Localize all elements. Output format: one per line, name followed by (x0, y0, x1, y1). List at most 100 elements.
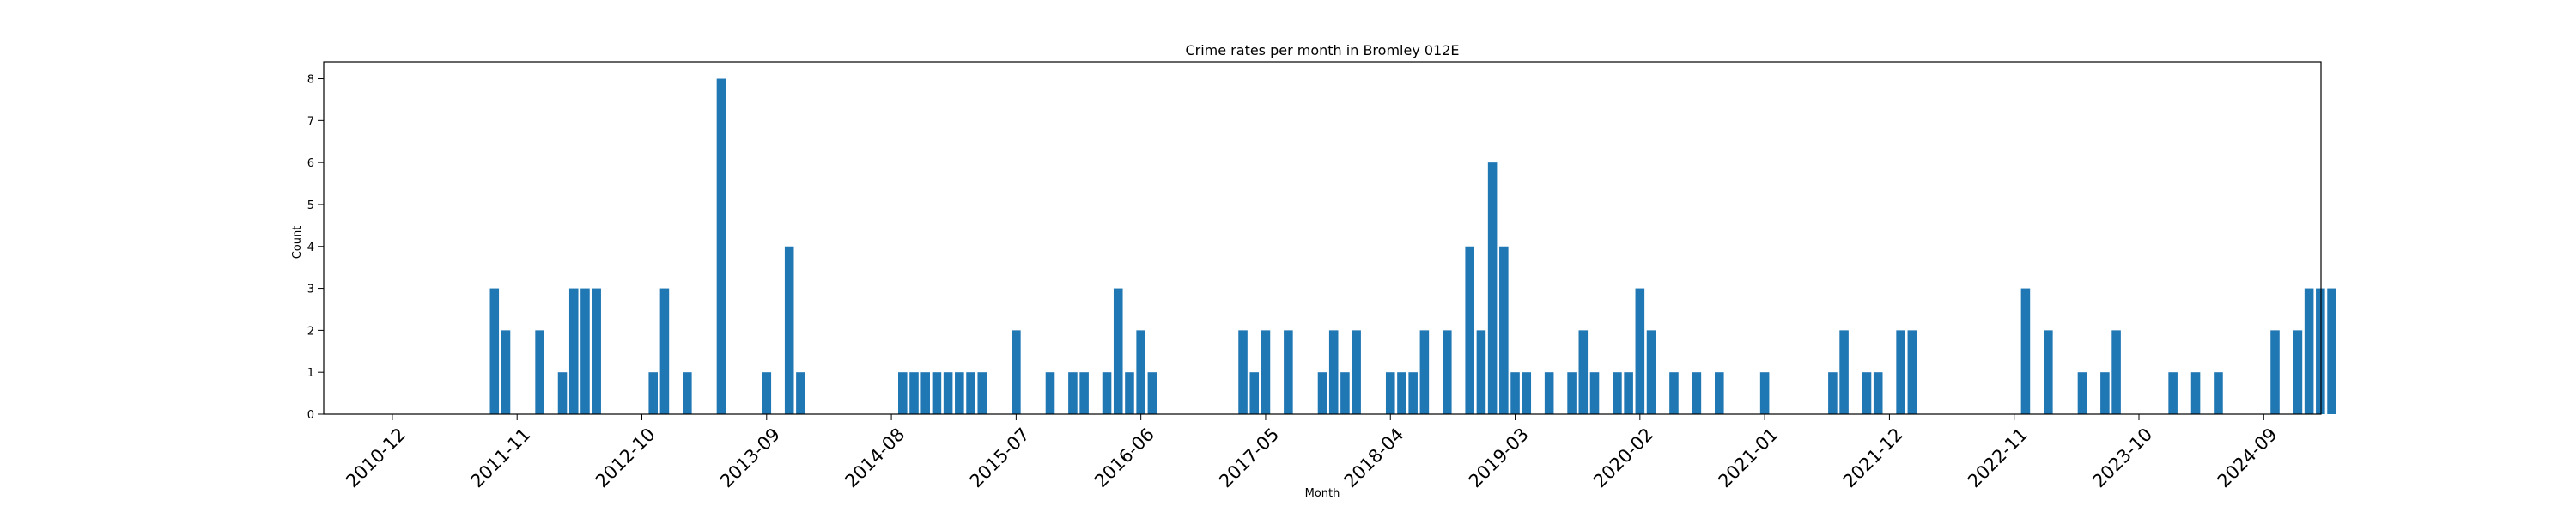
bar-2015-12 (1068, 372, 1078, 414)
x-tick-label: 2011-11 (466, 424, 534, 492)
y-tick-label: 5 (307, 199, 314, 212)
bar-2013-12 (796, 372, 805, 414)
bar-2024-01 (2168, 372, 2178, 414)
bar-2019-12 (1613, 372, 1622, 414)
bar-2019-06 (1544, 372, 1554, 414)
bar-2017-03 (1238, 330, 1248, 414)
bar-2020-07 (1692, 372, 1702, 414)
bar-2018-11 (1465, 246, 1474, 414)
x-tick-label: 2024-09 (2214, 424, 2281, 492)
y-tick-label: 2 (307, 325, 314, 338)
bar-2014-12 (932, 372, 942, 414)
bar-2023-05 (2077, 372, 2087, 414)
bar-2023-02 (2044, 330, 2053, 414)
x-tick-label: 2013-09 (716, 424, 784, 492)
bar-2018-06 (1408, 372, 1418, 414)
bar-2020-02 (1635, 288, 1645, 414)
x-tick-label: 2014-08 (841, 424, 908, 492)
bar-2020-09 (1715, 372, 1724, 414)
bar-2016-07 (1147, 372, 1157, 414)
x-tick-label: 2010-12 (342, 424, 410, 492)
y-tick-label: 0 (307, 409, 314, 422)
bar-2017-04 (1249, 372, 1260, 414)
x-tick-label: 2021-12 (1839, 424, 1907, 492)
bar-2024-12 (2293, 330, 2303, 414)
bar-2024-05 (2214, 372, 2223, 414)
bar-2023-07 (2100, 372, 2110, 414)
x-tick-label: 2017-05 (1215, 424, 1283, 492)
bar-2022-12 (2020, 288, 2031, 414)
bar-2013-05 (716, 78, 726, 415)
bar-2016-03 (1102, 372, 1112, 414)
bar-2019-02 (1499, 246, 1509, 414)
bar-2015-02 (955, 372, 964, 414)
bar-2018-01 (1352, 330, 1361, 414)
x-tick-label: 2015-07 (966, 424, 1034, 492)
bar-2024-03 (2190, 372, 2201, 414)
bar-2020-03 (1646, 330, 1656, 414)
bar-2012-01 (535, 330, 544, 414)
bar-2018-09 (1443, 330, 1452, 414)
bar-2023-08 (2111, 330, 2121, 414)
bar-2012-11 (648, 372, 658, 414)
bar-2012-12 (659, 288, 670, 414)
bar-2016-04 (1113, 288, 1123, 414)
bar-2012-05 (580, 288, 590, 414)
bar-2015-10 (1045, 372, 1055, 414)
y-tick-label: 4 (307, 241, 314, 254)
bar-2014-10 (909, 372, 919, 414)
bar-2019-09 (1578, 330, 1589, 414)
bar-2022-02 (1907, 330, 1917, 414)
bar-2014-11 (920, 372, 930, 414)
bar-2013-09 (762, 372, 772, 414)
y-tick-label: 1 (307, 367, 314, 380)
bar-2024-10 (2270, 330, 2280, 414)
bar-2011-10 (501, 330, 511, 414)
bars-layer (489, 78, 2336, 415)
bar-2015-04 (977, 372, 987, 414)
bar-2015-03 (966, 372, 975, 414)
y-axis-label: Count (291, 226, 304, 260)
bar-2011-09 (489, 288, 500, 414)
bar-2014-09 (898, 372, 908, 414)
bar-2016-01 (1079, 372, 1089, 414)
y-tick-label: 8 (307, 74, 314, 87)
bar-2019-08 (1567, 372, 1577, 414)
bar-2021-11 (1873, 372, 1883, 414)
y-tick-label: 7 (307, 115, 314, 128)
bar-2017-10 (1317, 372, 1327, 414)
bar-2015-07 (1012, 330, 1021, 414)
bar-2012-06 (592, 288, 601, 414)
bar-2021-07 (1828, 372, 1838, 414)
bar-2019-01 (1487, 162, 1498, 414)
bar-2013-11 (784, 246, 794, 414)
chart-title: Crime rates per month in Bromley 012E (1185, 42, 1459, 58)
bar-2017-05 (1261, 330, 1271, 414)
bar-2019-10 (1589, 372, 1600, 414)
bar-2021-01 (1759, 372, 1770, 414)
bar-2018-12 (1476, 330, 1486, 414)
x-tick-label: 2019-03 (1465, 424, 1533, 492)
bar-2019-04 (1522, 372, 1532, 414)
bar-2015-01 (943, 372, 953, 414)
x-axis-label: Month (1305, 487, 1340, 500)
bar-2012-03 (557, 372, 568, 414)
bar-2022-01 (1896, 330, 1905, 414)
bar-2017-12 (1340, 372, 1350, 414)
x-tick-label: 2016-06 (1091, 424, 1158, 492)
bar-2020-01 (1624, 372, 1633, 414)
x-tick-label: 2022-11 (1964, 424, 2032, 492)
bar-2013-02 (683, 372, 692, 414)
bar-2025-02 (2316, 288, 2325, 414)
x-tick-label: 2020-02 (1589, 424, 1657, 492)
x-tick-label: 2012-10 (592, 424, 659, 492)
bar-2021-08 (1839, 330, 1849, 414)
bar-2020-05 (1669, 372, 1679, 414)
x-tick-label: 2021-01 (1714, 424, 1782, 492)
bar-2025-03 (2327, 288, 2336, 414)
bar-2018-05 (1397, 372, 1406, 414)
axis-ticks-layer: 0 1 2 3 4 5 6 7 8 2010-12 2011-11 2012-10 2013-09 201… (307, 74, 2281, 492)
bar-2018-07 (1419, 330, 1430, 414)
